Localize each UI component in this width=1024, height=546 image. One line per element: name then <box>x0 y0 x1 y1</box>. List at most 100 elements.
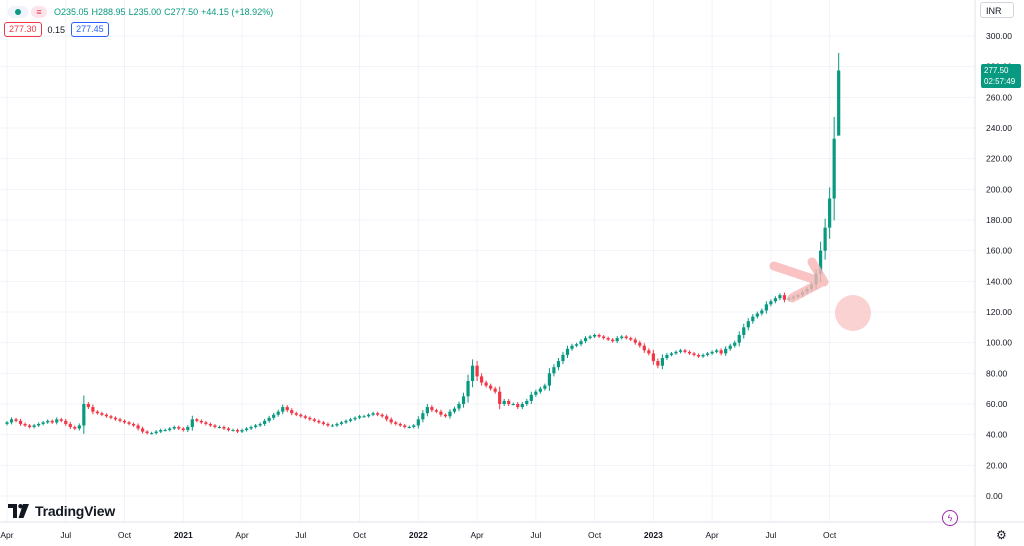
candle-body <box>68 423 72 427</box>
candle-body <box>141 428 145 432</box>
candle-body <box>231 430 235 432</box>
legend-open: O235.05 <box>54 7 89 17</box>
currency-selector[interactable]: INR <box>980 2 1014 18</box>
candle-body <box>439 411 443 415</box>
candle-body <box>389 419 393 423</box>
bar-countdown: 02:57:49 <box>984 77 1016 86</box>
x-tick-label: Apr <box>706 530 719 540</box>
candle-body <box>281 407 285 412</box>
candle-body <box>385 416 389 420</box>
x-tick-label: Apr <box>0 530 13 540</box>
candle-body <box>647 350 651 354</box>
candle-body <box>276 411 280 415</box>
eye-icon[interactable]: ≡ <box>31 6 47 18</box>
x-tick-label: Jul <box>295 530 306 540</box>
candle-body <box>574 344 579 346</box>
candle-body <box>434 410 438 412</box>
candle-body <box>706 353 710 355</box>
candle-body <box>728 345 732 349</box>
candle-body <box>624 336 628 339</box>
candle-body <box>507 400 511 404</box>
candle-body <box>755 313 759 317</box>
candle-body <box>50 420 54 423</box>
candle-body <box>235 430 240 432</box>
candle-body <box>131 423 136 426</box>
candle-body <box>565 348 570 355</box>
candle-body <box>136 425 140 429</box>
y-tick-label: 240.00 <box>986 123 1012 133</box>
candle-body <box>348 419 353 421</box>
candle-body <box>186 427 190 431</box>
candle-body <box>150 433 154 435</box>
candle-body <box>724 348 728 354</box>
candle-body <box>317 420 321 423</box>
candle-body <box>18 420 23 424</box>
candle-body <box>64 420 68 424</box>
x-tick-label: Oct <box>118 530 132 540</box>
candle-body <box>602 336 606 339</box>
candle-body <box>484 382 488 386</box>
candle-body <box>561 354 565 362</box>
x-tick-label: Jul <box>530 530 541 540</box>
candle-body <box>452 408 457 412</box>
tradingview-logo[interactable]: TradingView <box>8 503 115 519</box>
candle-body <box>778 295 782 299</box>
candle-body <box>425 407 429 414</box>
candle-body <box>213 425 217 427</box>
candle-body <box>303 416 307 418</box>
candle-body <box>299 414 303 417</box>
candle-body <box>285 407 289 411</box>
candle-body <box>823 227 827 251</box>
ask-price-box[interactable]: 277.45 <box>71 22 109 37</box>
candle-body <box>113 417 118 420</box>
candle-body <box>606 338 610 340</box>
candle-body <box>692 353 696 355</box>
legend-change: +44.15 (+18.92%) <box>201 7 274 17</box>
candle-body <box>118 419 122 421</box>
candle-body <box>339 422 344 424</box>
lightning-icon[interactable]: ϟ <box>942 510 958 526</box>
candle-body <box>570 345 574 349</box>
candle-body <box>86 404 90 408</box>
bid-price-box[interactable]: 277.30 <box>4 22 42 37</box>
candle-body <box>588 336 592 339</box>
candle-body <box>380 414 384 417</box>
candle-body <box>597 335 601 337</box>
candle-body <box>199 420 203 423</box>
y-tick-label: 300.00 <box>986 31 1012 41</box>
candle-body <box>611 339 615 342</box>
candle-body <box>737 335 741 343</box>
candle-body <box>73 427 77 429</box>
candle-body <box>154 431 158 434</box>
candle-body <box>430 407 434 411</box>
candle-body <box>715 350 719 352</box>
candle-body <box>489 385 493 389</box>
gear-icon[interactable]: ⚙ <box>996 528 1007 542</box>
chart-grid <box>0 0 975 522</box>
x-tick-label: 2022 <box>409 530 428 540</box>
candle-body <box>696 354 701 357</box>
legend-close: C277.50 <box>164 7 199 17</box>
y-tick-label: 140.00 <box>986 276 1012 286</box>
candle-body <box>267 417 271 421</box>
candle-body <box>41 422 45 424</box>
candle-body <box>172 427 176 429</box>
candle-body <box>687 351 692 354</box>
candle-body <box>660 358 664 366</box>
candle-body <box>534 391 538 395</box>
y-tick-label: 60.00 <box>986 399 1008 409</box>
candle-body <box>837 70 841 136</box>
candle-body <box>583 338 588 342</box>
x-tick-label: 2021 <box>174 530 193 540</box>
candle-body <box>782 295 787 300</box>
candle-body <box>615 338 619 342</box>
candle-body <box>330 425 335 427</box>
candle-body <box>593 335 597 337</box>
candle-body <box>109 416 113 418</box>
candle-body <box>28 425 32 427</box>
candle-body <box>629 338 633 340</box>
series-visibility-toggle[interactable] <box>8 6 28 18</box>
x-tick-label: Apr <box>235 530 248 540</box>
candle-body <box>326 423 330 426</box>
